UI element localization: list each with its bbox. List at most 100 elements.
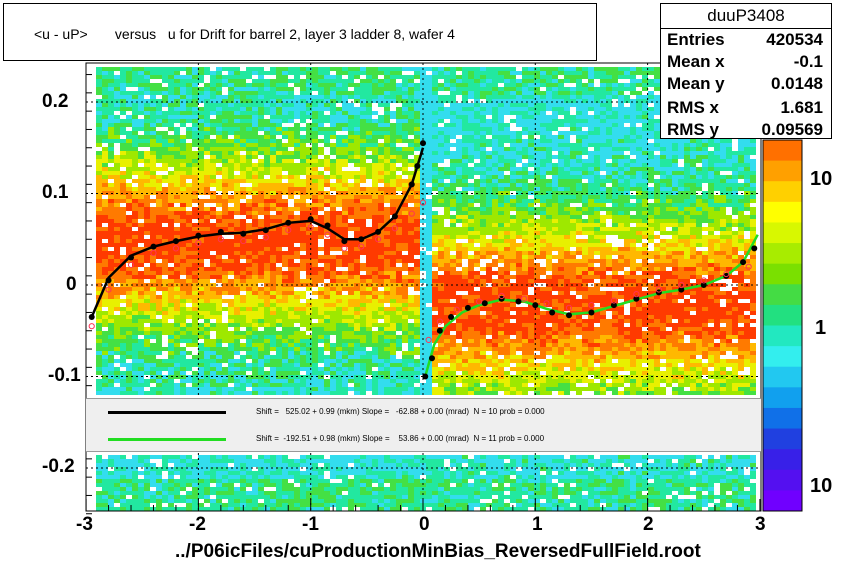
heatmap-cell — [300, 171, 306, 175]
heatmap-cell — [654, 215, 660, 219]
heatmap-cell — [168, 199, 174, 203]
heatmap-cell — [540, 171, 546, 175]
heatmap-cell — [510, 175, 516, 179]
heatmap-cell — [546, 235, 552, 239]
heatmap-cell — [384, 79, 390, 83]
heatmap-cell — [204, 167, 210, 171]
heatmap-cell — [492, 251, 498, 255]
heatmap-cell — [582, 207, 588, 211]
heatmap-cell — [372, 207, 378, 211]
heatmap-cell — [750, 163, 756, 167]
heatmap-cell — [444, 215, 450, 219]
heatmap-cell — [576, 223, 582, 227]
heatmap-cell — [216, 179, 222, 183]
heatmap-cell — [468, 219, 474, 223]
heatmap-cell — [360, 99, 366, 103]
heatmap-cell — [618, 259, 624, 263]
heatmap-cell — [384, 139, 390, 143]
heatmap-cell — [426, 231, 432, 235]
heatmap-cell — [300, 127, 306, 131]
heatmap-cell — [696, 179, 702, 183]
heatmap-cell — [336, 135, 342, 139]
heatmap-cell — [534, 175, 540, 179]
heatmap-cell — [528, 207, 534, 211]
heatmap-cell — [168, 103, 174, 107]
heatmap-cell — [180, 183, 186, 187]
heatmap-cell — [270, 187, 276, 191]
heatmap-cell — [384, 83, 390, 87]
heatmap-cell — [684, 199, 690, 203]
heatmap-cell — [336, 119, 342, 123]
heatmap-cell — [708, 179, 714, 183]
heatmap-cell — [186, 111, 192, 115]
heatmap-cell — [96, 247, 102, 251]
heatmap-cell — [246, 159, 252, 163]
heatmap-cell — [156, 207, 162, 211]
heatmap-cell — [546, 179, 552, 183]
heatmap-cell — [576, 251, 582, 255]
heatmap-cell — [606, 123, 612, 127]
heatmap-cell — [288, 135, 294, 139]
heatmap-cell — [666, 159, 672, 163]
heatmap-cell — [342, 147, 348, 151]
heatmap-cell — [450, 163, 456, 167]
heatmap-cell — [450, 135, 456, 139]
heatmap-cell — [288, 87, 294, 91]
heatmap-cell — [402, 243, 408, 247]
heatmap-cell — [456, 199, 462, 203]
heatmap-cell — [132, 255, 138, 259]
heatmap-cell — [132, 187, 138, 191]
heatmap-cell — [378, 167, 384, 171]
heatmap-cell — [570, 235, 576, 239]
heatmap-cell — [150, 83, 156, 87]
heatmap-cell — [390, 155, 396, 159]
heatmap-cell — [576, 199, 582, 203]
heatmap-cell — [222, 143, 228, 147]
heatmap-cell — [450, 67, 456, 71]
heatmap-cell — [132, 135, 138, 139]
heatmap-cell — [444, 115, 450, 119]
heatmap-cell — [612, 231, 618, 235]
heatmap-cell — [162, 143, 168, 147]
heatmap-cell — [438, 107, 444, 111]
heatmap-cell — [714, 183, 720, 187]
heatmap-cell — [498, 75, 504, 79]
heatmap-cell — [306, 99, 312, 103]
heatmap-cell — [198, 263, 204, 267]
heatmap-cell — [570, 75, 576, 79]
heatmap-cell — [492, 211, 498, 215]
heatmap-cell — [120, 207, 126, 211]
heatmap-cell — [192, 175, 198, 179]
heatmap-cell — [150, 231, 156, 235]
heatmap-cell — [426, 163, 432, 167]
heatmap-cell — [252, 231, 258, 235]
heatmap-cell — [168, 255, 174, 259]
heatmap-cell — [582, 211, 588, 215]
heatmap-cell — [480, 95, 486, 99]
heatmap-cell — [498, 223, 504, 227]
heatmap-cell — [330, 187, 336, 191]
heatmap-cell — [264, 167, 270, 171]
heatmap-cell — [108, 219, 114, 223]
heatmap-cell — [504, 135, 510, 139]
heatmap-cell — [654, 251, 660, 255]
heatmap-cell — [624, 119, 630, 123]
heatmap-cell — [408, 91, 414, 95]
heatmap-cell — [156, 175, 162, 179]
heatmap-cell — [288, 183, 294, 187]
heatmap-cell — [402, 215, 408, 219]
heatmap-cell — [534, 255, 540, 259]
heatmap-cell — [456, 163, 462, 167]
heatmap-cell — [390, 75, 396, 79]
heatmap-cell — [732, 247, 738, 251]
heatmap-cell — [708, 251, 714, 255]
heatmap-cell — [258, 187, 264, 191]
heatmap-cell — [426, 219, 432, 223]
heatmap-cell — [486, 95, 492, 99]
heatmap-cell — [420, 175, 426, 179]
heatmap-cell — [246, 199, 252, 203]
heatmap-cell — [738, 143, 744, 147]
heatmap-cell — [402, 115, 408, 119]
heatmap-cell — [474, 207, 480, 211]
heatmap-cell — [486, 111, 492, 115]
